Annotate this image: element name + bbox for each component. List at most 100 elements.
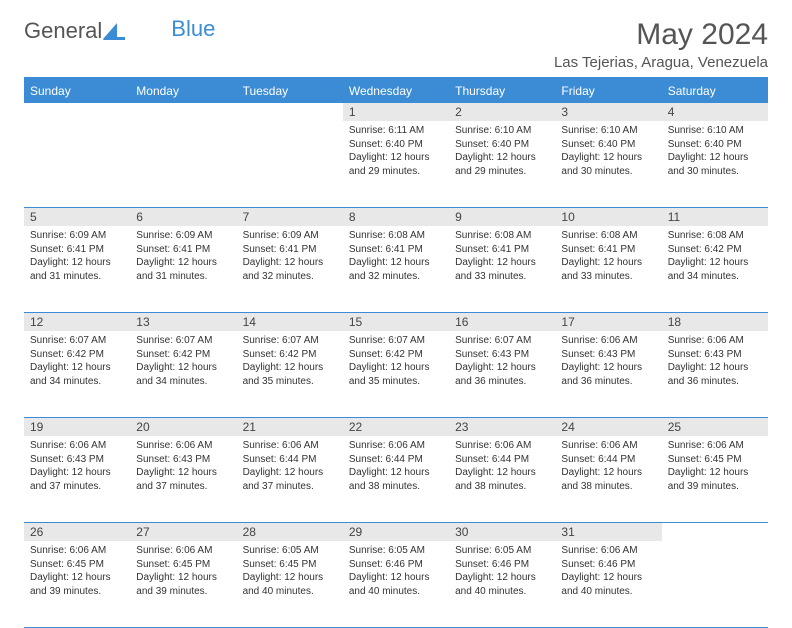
header: General Blue May 2024 Las Tejerias, Arag… (24, 18, 768, 71)
daynum-row: 19202122232425 (24, 418, 768, 436)
day-cell: Sunrise: 6:06 AMSunset: 6:44 PMDaylight:… (237, 436, 343, 522)
day-content: Sunrise: 6:07 AMSunset: 6:42 PMDaylight:… (130, 331, 236, 394)
sunrise-line: Sunrise: 6:08 AM (561, 229, 655, 243)
sunset-line: Sunset: 6:45 PM (30, 558, 124, 572)
daylight-line: Daylight: 12 hours and 35 minutes. (243, 361, 337, 388)
sunset-line: Sunset: 6:44 PM (455, 453, 549, 467)
sunrise-line: Sunrise: 6:10 AM (455, 124, 549, 138)
sunrise-line: Sunrise: 6:08 AM (455, 229, 549, 243)
daylight-line: Daylight: 12 hours and 33 minutes. (455, 256, 549, 283)
day-cell: Sunrise: 6:09 AMSunset: 6:41 PMDaylight:… (237, 226, 343, 312)
sunset-line: Sunset: 6:46 PM (455, 558, 549, 572)
daylight-line: Daylight: 12 hours and 39 minutes. (668, 466, 762, 493)
day-cell: Sunrise: 6:09 AMSunset: 6:41 PMDaylight:… (130, 226, 236, 312)
day-cell: Sunrise: 6:07 AMSunset: 6:42 PMDaylight:… (130, 331, 236, 417)
day-cell (237, 121, 343, 207)
day-number: 9 (449, 208, 555, 226)
day-content: Sunrise: 6:06 AMSunset: 6:44 PMDaylight:… (237, 436, 343, 499)
day-content: Sunrise: 6:08 AMSunset: 6:41 PMDaylight:… (555, 226, 661, 289)
sunrise-line: Sunrise: 6:06 AM (30, 439, 124, 453)
daylight-line: Daylight: 12 hours and 40 minutes. (455, 571, 549, 598)
sunset-line: Sunset: 6:41 PM (30, 243, 124, 257)
daylight-line: Daylight: 12 hours and 32 minutes. (243, 256, 337, 283)
sunset-line: Sunset: 6:42 PM (30, 348, 124, 362)
calendar: SundayMondayTuesdayWednesdayThursdayFrid… (24, 77, 768, 628)
day-cell: Sunrise: 6:05 AMSunset: 6:45 PMDaylight:… (237, 541, 343, 627)
daylight-line: Daylight: 12 hours and 37 minutes. (30, 466, 124, 493)
daylight-line: Daylight: 12 hours and 36 minutes. (668, 361, 762, 388)
sunrise-line: Sunrise: 6:06 AM (561, 439, 655, 453)
daylight-line: Daylight: 12 hours and 38 minutes. (349, 466, 443, 493)
day-content: Sunrise: 6:08 AMSunset: 6:41 PMDaylight:… (343, 226, 449, 289)
weekday-header: Thursday (449, 79, 555, 103)
day-number: 23 (449, 418, 555, 436)
sunset-line: Sunset: 6:45 PM (243, 558, 337, 572)
day-number: 8 (343, 208, 449, 226)
day-number: 30 (449, 523, 555, 541)
sunrise-line: Sunrise: 6:11 AM (349, 124, 443, 138)
day-number: 2 (449, 103, 555, 121)
day-number: 16 (449, 313, 555, 331)
day-number: 25 (662, 418, 768, 436)
sunset-line: Sunset: 6:46 PM (561, 558, 655, 572)
logo-text-blue: Blue (171, 16, 215, 42)
sunset-line: Sunset: 6:41 PM (455, 243, 549, 257)
day-number: 29 (343, 523, 449, 541)
sunrise-line: Sunrise: 6:06 AM (561, 334, 655, 348)
day-cell: Sunrise: 6:07 AMSunset: 6:43 PMDaylight:… (449, 331, 555, 417)
day-number: 5 (24, 208, 130, 226)
day-cell (130, 121, 236, 207)
sunset-line: Sunset: 6:41 PM (349, 243, 443, 257)
daylight-line: Daylight: 12 hours and 39 minutes. (136, 571, 230, 598)
day-content: Sunrise: 6:06 AMSunset: 6:46 PMDaylight:… (555, 541, 661, 604)
daylight-line: Daylight: 12 hours and 31 minutes. (30, 256, 124, 283)
daylight-line: Daylight: 12 hours and 35 minutes. (349, 361, 443, 388)
day-cell: Sunrise: 6:06 AMSunset: 6:44 PMDaylight:… (555, 436, 661, 522)
daylight-line: Daylight: 12 hours and 32 minutes. (349, 256, 443, 283)
sunset-line: Sunset: 6:42 PM (243, 348, 337, 362)
daylight-line: Daylight: 12 hours and 37 minutes. (243, 466, 337, 493)
weekday-header: Tuesday (237, 79, 343, 103)
day-number: 6 (130, 208, 236, 226)
day-content: Sunrise: 6:05 AMSunset: 6:46 PMDaylight:… (449, 541, 555, 604)
sunset-line: Sunset: 6:42 PM (349, 348, 443, 362)
sunrise-line: Sunrise: 6:06 AM (668, 334, 762, 348)
sunset-line: Sunset: 6:40 PM (561, 138, 655, 152)
day-number: 11 (662, 208, 768, 226)
day-cell: Sunrise: 6:06 AMSunset: 6:44 PMDaylight:… (449, 436, 555, 522)
day-cell: Sunrise: 6:07 AMSunset: 6:42 PMDaylight:… (343, 331, 449, 417)
day-cell: Sunrise: 6:06 AMSunset: 6:43 PMDaylight:… (555, 331, 661, 417)
sunrise-line: Sunrise: 6:06 AM (136, 439, 230, 453)
day-number: 31 (555, 523, 661, 541)
day-cell: Sunrise: 6:11 AMSunset: 6:40 PMDaylight:… (343, 121, 449, 207)
sunrise-line: Sunrise: 6:06 AM (668, 439, 762, 453)
day-content: Sunrise: 6:09 AMSunset: 6:41 PMDaylight:… (130, 226, 236, 289)
sunrise-line: Sunrise: 6:07 AM (349, 334, 443, 348)
day-number (24, 103, 130, 121)
day-cell: Sunrise: 6:08 AMSunset: 6:41 PMDaylight:… (343, 226, 449, 312)
weeks-container: 1234Sunrise: 6:11 AMSunset: 6:40 PMDayli… (24, 103, 768, 628)
day-content: Sunrise: 6:11 AMSunset: 6:40 PMDaylight:… (343, 121, 449, 184)
day-content: Sunrise: 6:06 AMSunset: 6:44 PMDaylight:… (343, 436, 449, 499)
day-content: Sunrise: 6:07 AMSunset: 6:42 PMDaylight:… (24, 331, 130, 394)
sunset-line: Sunset: 6:40 PM (455, 138, 549, 152)
day-cell: Sunrise: 6:05 AMSunset: 6:46 PMDaylight:… (449, 541, 555, 627)
sunset-line: Sunset: 6:40 PM (668, 138, 762, 152)
day-content: Sunrise: 6:06 AMSunset: 6:44 PMDaylight:… (449, 436, 555, 499)
sunrise-line: Sunrise: 6:06 AM (561, 544, 655, 558)
day-content: Sunrise: 6:06 AMSunset: 6:43 PMDaylight:… (662, 331, 768, 394)
daylight-line: Daylight: 12 hours and 38 minutes. (455, 466, 549, 493)
weekday-header: Friday (555, 79, 661, 103)
daynum-row: 1234 (24, 103, 768, 121)
daylight-line: Daylight: 12 hours and 40 minutes. (243, 571, 337, 598)
day-number: 19 (24, 418, 130, 436)
day-cell: Sunrise: 6:06 AMSunset: 6:43 PMDaylight:… (130, 436, 236, 522)
day-number: 15 (343, 313, 449, 331)
day-cell: Sunrise: 6:10 AMSunset: 6:40 PMDaylight:… (449, 121, 555, 207)
day-cell: Sunrise: 6:06 AMSunset: 6:46 PMDaylight:… (555, 541, 661, 627)
day-content: Sunrise: 6:06 AMSunset: 6:44 PMDaylight:… (555, 436, 661, 499)
day-number: 22 (343, 418, 449, 436)
day-content: Sunrise: 6:09 AMSunset: 6:41 PMDaylight:… (24, 226, 130, 289)
daylight-line: Daylight: 12 hours and 36 minutes. (561, 361, 655, 388)
sunrise-line: Sunrise: 6:10 AM (668, 124, 762, 138)
